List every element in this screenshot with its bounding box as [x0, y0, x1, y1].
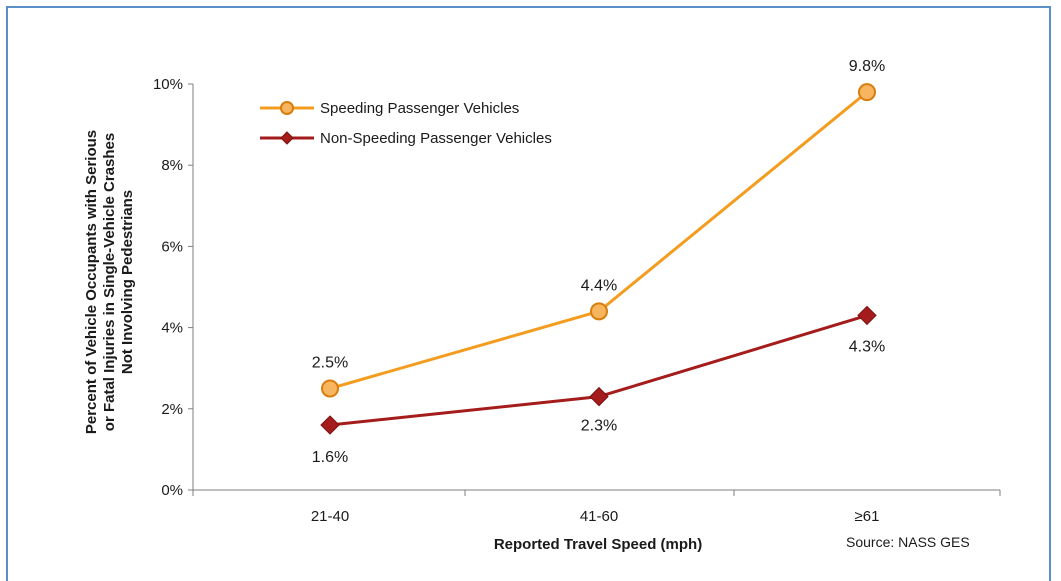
x-category-label: ≥61 — [855, 508, 880, 525]
data-label: 1.6% — [312, 449, 348, 466]
y-tick-label: 8% — [161, 157, 183, 174]
series-group: 2.5% 4.4% 9.8% 1.6% 2.3% 4.3% — [312, 58, 885, 466]
y-axis-title-line: or Fatal Injuries in Single-Vehicle Cras… — [101, 133, 118, 431]
data-point — [857, 305, 877, 326]
legend: Speeding Passenger Vehicles Non-Speeding … — [260, 100, 552, 147]
legend-label: Non-Speeding Passenger Vehicles — [320, 130, 552, 147]
data-point — [590, 302, 608, 321]
data-point — [320, 415, 340, 435]
data-label: 4.3% — [849, 338, 885, 355]
source-note: Source: NASS GES — [846, 534, 970, 550]
data-label: 4.4% — [581, 277, 617, 294]
y-axis-ticks: 0% 2% 4% 6% 8% 10% — [153, 76, 193, 499]
chart-frame — [6, 6, 1051, 581]
y-axis-title: Percent of Vehicle Occupants with Seriou… — [83, 130, 136, 434]
legend-marker — [280, 101, 294, 115]
data-label: 2.3% — [581, 418, 617, 435]
axes — [192, 84, 1000, 491]
data-point — [321, 379, 339, 398]
data-point — [589, 386, 609, 407]
legend-label: Speeding Passenger Vehicles — [320, 100, 519, 117]
y-tick-label: 6% — [161, 238, 183, 255]
x-axis-categories: 21-40 41-60 ≥61 — [192, 490, 1001, 525]
y-tick-label: 4% — [161, 320, 183, 337]
y-tick-label: 10% — [153, 76, 183, 93]
data-label: 9.8% — [849, 58, 885, 75]
series-line — [329, 313, 868, 427]
x-category-label: 21-40 — [311, 508, 349, 525]
y-axis-title-line: Percent of Vehicle Occupants with Seriou… — [83, 130, 100, 434]
data-point — [858, 83, 876, 102]
data-label: 2.5% — [312, 355, 348, 372]
x-axis-title: Reported Travel Speed (mph) — [494, 536, 702, 553]
y-axis-title-line: Not Involving Pedestrians — [119, 190, 136, 374]
y-tick-label: 0% — [161, 482, 183, 499]
legend-marker — [280, 131, 294, 145]
y-tick-label: 2% — [161, 401, 183, 418]
x-category-label: 41-60 — [580, 508, 618, 525]
